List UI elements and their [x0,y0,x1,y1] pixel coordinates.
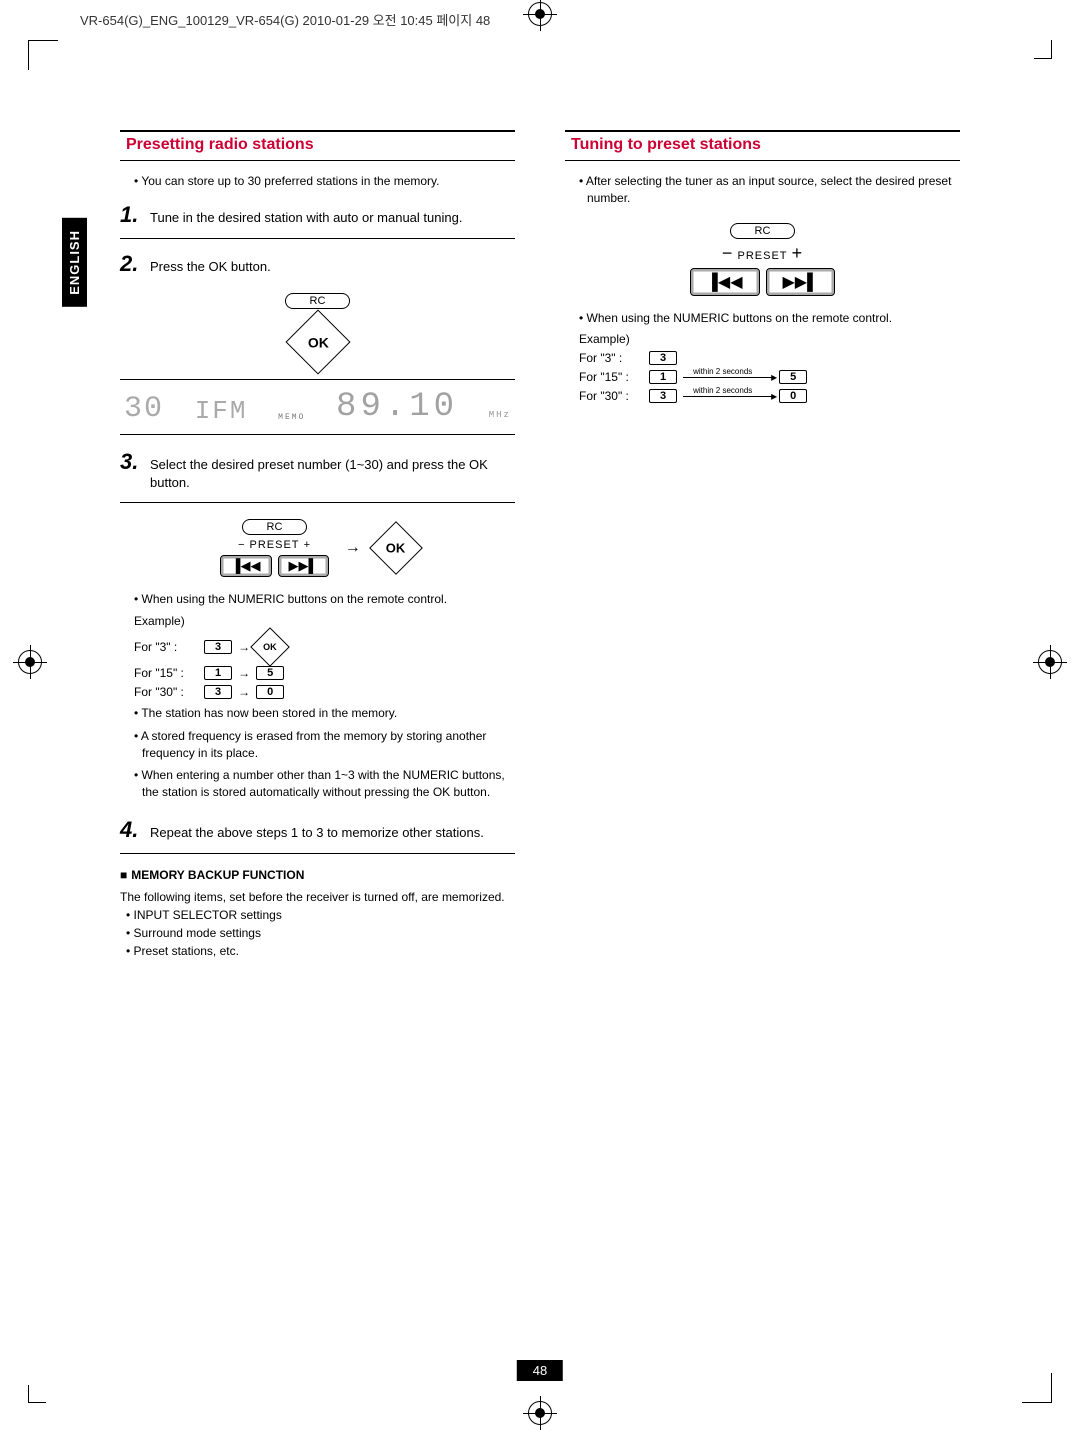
registration-mark-icon [1038,650,1062,674]
numeric-key-icon: 0 [256,685,284,699]
preset-label: − PRESET + [722,243,803,264]
crop-mark-icon [28,1373,58,1403]
left-column: Presetting radio stations You can store … [120,130,515,1343]
numeric-key-icon: 3 [649,351,677,365]
example-label: Example) [134,614,515,628]
display-preset-num: 30 [124,392,164,426]
numeric-key-icon: 0 [779,389,807,403]
preset-label: − PRESET + [238,539,311,551]
memory-backup-desc: The following items, set before the rece… [120,888,515,906]
remote-preset-diagram: RC − PRESET + ▐◀◀ ▶▶▌ [565,221,960,296]
display-unit: MHz [489,410,511,420]
crop-mark-icon [1022,40,1052,70]
intro-bullet: You can store up to 30 preferred station… [120,173,515,190]
numeric-key-icon: 5 [256,666,284,680]
example-row-15: For "15" : 1 → 5 [134,666,515,680]
numeric-key-icon: 3 [204,685,232,699]
remote-preset-ok-diagram: RC − PRESET + ▐◀◀ ▶▶▌ → OK [120,517,515,577]
step-number: 1 [120,202,150,228]
display-memo: MEMO [278,413,305,426]
rc-label: RC [285,293,351,309]
display-band: IFM [195,396,248,426]
skip-prev-icon: ▐◀◀ [690,268,760,296]
step-text: Select the desired preset number (1~30) … [150,449,515,492]
step-text: Repeat the above steps 1 to 3 to memoriz… [150,817,484,843]
example-row-30: For "30" : 3 → 0 [134,685,515,699]
list-item: Preset stations, etc. [126,942,515,960]
registration-mark-icon [18,650,42,674]
step-1: 1 Tune in the desired station with auto … [120,202,515,239]
numeric-key-icon: 1 [204,666,232,680]
arrow-icon: → [238,666,250,680]
arrow-icon: → [345,539,361,557]
ok-button-icon: OK [285,309,350,374]
intro-bullet: After selecting the tuner as an input so… [565,173,960,207]
header-meta: VR-654(G)_ENG_100129_VR-654(G) 2010-01-2… [80,10,490,29]
section-title-tuning: Tuning to preset stations [565,130,960,161]
registration-mark-icon [528,1401,552,1425]
numeric-key-icon: 3 [649,389,677,403]
numeric-note: When using the NUMERIC buttons on the re… [120,591,515,608]
display-panel: 30 IFM MEMO 89.10 MHz [120,379,515,435]
skip-next-icon: ▶▶▌ [766,268,836,296]
rc-label: RC [242,519,308,535]
memory-backup-heading: MEMORY BACKUP FUNCTION [120,868,515,882]
registration-mark-icon [528,2,552,26]
memory-backup-list: INPUT SELECTOR settings Surround mode se… [126,906,515,960]
right-column: Tuning to preset stations After selectin… [565,130,960,1343]
crop-mark-icon [1022,1373,1052,1403]
within-seconds-label: within 2 seconds [693,386,752,395]
step-number: 4 [120,817,150,843]
example-row-30: For "30" : 3 within 2 seconds ▸ 0 [579,389,960,403]
example-row-15: For "15" : 1 within 2 seconds ▸ 5 [579,370,960,384]
step-number: 2 [120,251,150,277]
within-seconds-label: within 2 seconds [693,367,752,376]
numeric-key-icon: 3 [204,640,232,654]
arrow-icon: → [238,685,250,699]
step-number: 3 [120,449,150,492]
language-tab: ENGLISH [62,218,87,307]
ok-button-icon: OK [250,627,290,667]
list-item: INPUT SELECTOR settings [126,906,515,924]
example-row-3: For "3" : 3 [579,351,960,365]
post-bullet: When entering a number other than 1~3 wi… [120,767,515,801]
display-frequency: 89.10 [336,388,458,426]
step-4: 4 Repeat the above steps 1 to 3 to memor… [120,817,515,854]
example-row-3: For "3" : 3 → OK [134,633,515,661]
ok-button-icon: OK [369,521,423,575]
list-item: Surround mode settings [126,924,515,942]
step-text: Tune in the desired station with auto or… [150,202,462,228]
remote-ok-diagram: RC OK [120,291,515,365]
numeric-key-icon: 5 [779,370,807,384]
page-number: 48 [517,1360,563,1381]
crop-mark-icon [28,40,58,70]
skip-prev-icon: ▐◀◀ [220,555,271,577]
step-3: 3 Select the desired preset number (1~30… [120,449,515,503]
post-bullet: A stored frequency is erased from the me… [120,728,515,762]
example-label: Example) [579,332,960,346]
post-bullet: The station has now been stored in the m… [120,705,515,722]
section-title-presetting: Presetting radio stations [120,130,515,161]
numeric-key-icon: 1 [649,370,677,384]
numeric-note: When using the NUMERIC buttons on the re… [565,310,960,327]
arrow-icon: → [238,640,250,654]
skip-next-icon: ▶▶▌ [278,555,329,577]
step-text: Press the OK button. [150,251,271,277]
rc-label: RC [730,223,796,239]
